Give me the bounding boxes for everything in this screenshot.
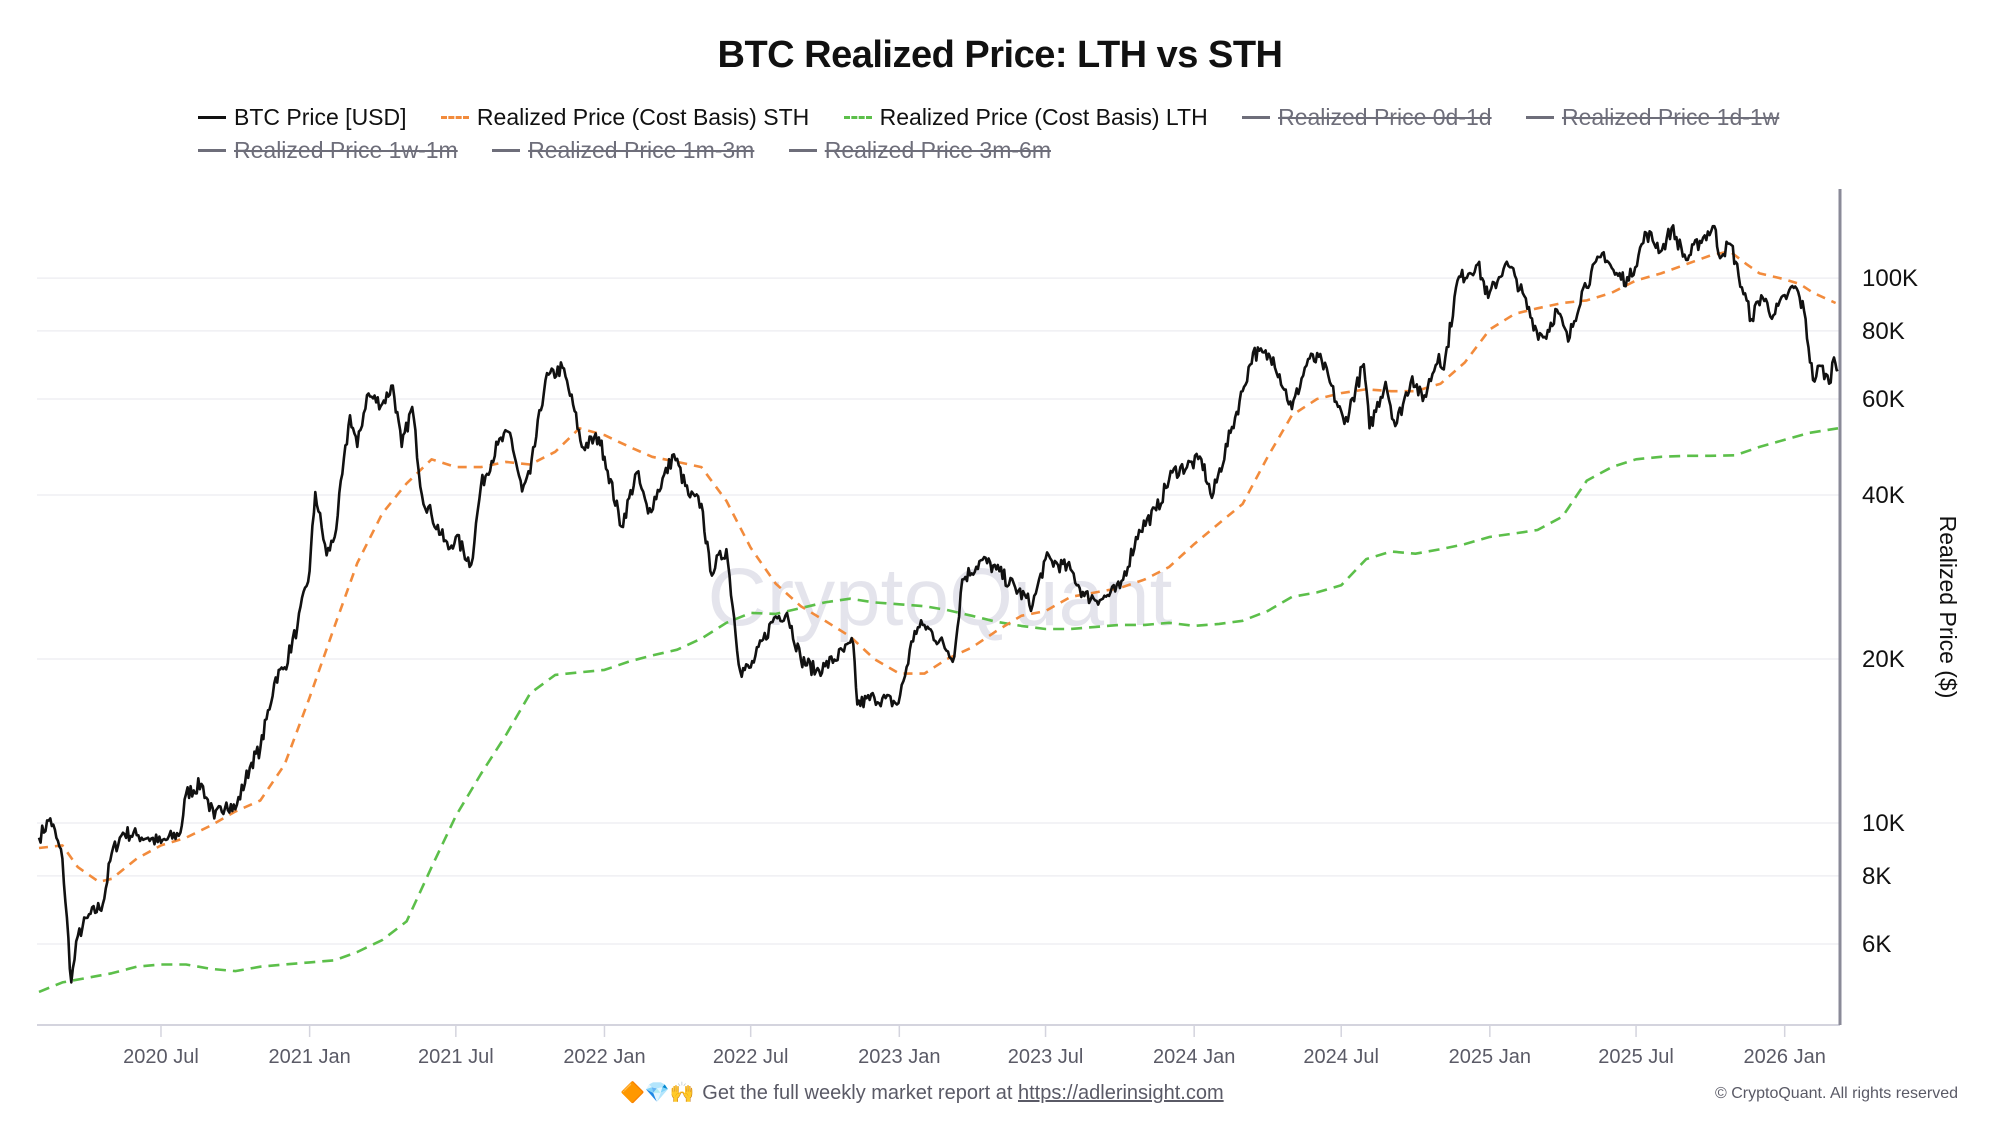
x-tick-label: 2024 Jul <box>1303 1046 1379 1068</box>
y-tick-label: 80K <box>1862 318 1905 345</box>
y-axis-ticks: 6K 8K 10K 20K 40K 60K 80K 100K <box>1862 265 1918 958</box>
footer-link[interactable]: https://adlerinsight.com <box>1017 1082 1224 1104</box>
legend-label: Realized Price (Cost Basis) LTH <box>879 104 1208 130</box>
series-line-2 <box>38 427 1839 994</box>
legend-label: BTC Price [USD] <box>234 104 407 130</box>
x-tick-label: 2023 Jan <box>858 1046 940 1068</box>
legend-row-1: BTC Price [USD] Realized Price (Cost Bas… <box>198 98 1807 131</box>
legend-item-1d-1w[interactable]: Realized Price 1d-1w <box>1525 104 1780 131</box>
legend-item-lth[interactable]: Realized Price (Cost Basis) LTH <box>843 104 1208 131</box>
series-line-1 <box>38 250 1837 884</box>
x-tick-label: 2025 Jul <box>1598 1046 1674 1068</box>
x-tick-label: 2020 Jul <box>123 1046 199 1068</box>
y-tick-label: 20K <box>1862 646 1905 673</box>
legend-label: Realized Price 1d-1w <box>1561 104 1780 130</box>
series-group <box>37 224 1839 994</box>
x-tick-label: 2021 Jan <box>268 1046 350 1068</box>
y-tick-label: 60K <box>1862 386 1905 413</box>
legend-swatch-solid-icon <box>492 149 521 152</box>
legend-swatch-solid-icon <box>198 116 226 119</box>
y-tick-label: 6K <box>1862 931 1891 958</box>
legend-item-btc-price[interactable]: BTC Price [USD] <box>198 104 407 131</box>
x-tick-label: 2022 Jul <box>713 1046 789 1068</box>
x-tick-label: 2026 Jan <box>1744 1046 1826 1068</box>
x-tick-label: 2022 Jan <box>563 1046 645 1068</box>
diamond-gem-hands-icon: 🔶💎🙌 <box>620 1082 695 1104</box>
legend-swatch-dashed-icon <box>440 116 469 119</box>
x-tick-label: 2023 Jul <box>1008 1046 1084 1068</box>
legend-item-0d-1d[interactable]: Realized Price 0d-1d <box>1242 104 1492 131</box>
legend-swatch-solid-icon <box>788 149 817 152</box>
legend-swatch-dashed-icon <box>843 116 872 119</box>
legend-swatch-solid-icon <box>1525 116 1554 119</box>
legend-row-2: Realized Price 1w-1m Realized Price 1m-3… <box>198 131 1079 164</box>
y-tick-label: 40K <box>1862 482 1905 509</box>
y-tick-label: 8K <box>1862 863 1891 890</box>
legend-label: Realized Price 3m-6m <box>824 137 1051 163</box>
series-line-0 <box>37 224 1839 984</box>
y-tick-label: 10K <box>1862 810 1905 837</box>
chart-title: BTC Realized Price: LTH vs STH <box>717 34 1283 76</box>
footer-promo: 🔶💎🙌 Get the full weekly market report at… <box>620 1080 1224 1105</box>
x-tick-label: 2024 Jan <box>1153 1046 1235 1068</box>
legend-swatch-solid-icon <box>198 149 226 152</box>
legend-label: Realized Price 1m-3m <box>528 137 755 163</box>
copyright: © CryptoQuant. All rights reserved <box>1715 1085 1958 1102</box>
legend-swatch-solid-icon <box>1242 116 1271 119</box>
x-tick-label: 2025 Jan <box>1449 1046 1531 1068</box>
legend-label: Realized Price 0d-1d <box>1278 104 1492 130</box>
legend-item-1w-1m[interactable]: Realized Price 1w-1m <box>198 137 458 164</box>
legend-label: Realized Price 1w-1m <box>234 137 458 163</box>
y-axis-title: Realized Price ($) <box>1935 516 1961 699</box>
legend-item-1m-3m[interactable]: Realized Price 1m-3m <box>492 137 754 164</box>
legend-item-3m-6m[interactable]: Realized Price 3m-6m <box>788 137 1051 164</box>
x-tick-label: 2021 Jul <box>418 1046 494 1068</box>
y-tick-label: 100K <box>1862 265 1918 292</box>
x-axis-ticks: 2020 Jul 2021 Jan 2021 Jul 2022 Jan 2022 Jul… <box>123 1025 1826 1068</box>
gridlines <box>37 277 1840 945</box>
legend-label: Realized Price (Cost Basis) STH <box>476 104 810 130</box>
footer-text: Get the full weekly market report at <box>702 1082 1013 1104</box>
legend-item-sth[interactable]: Realized Price (Cost Basis) STH <box>440 104 810 131</box>
